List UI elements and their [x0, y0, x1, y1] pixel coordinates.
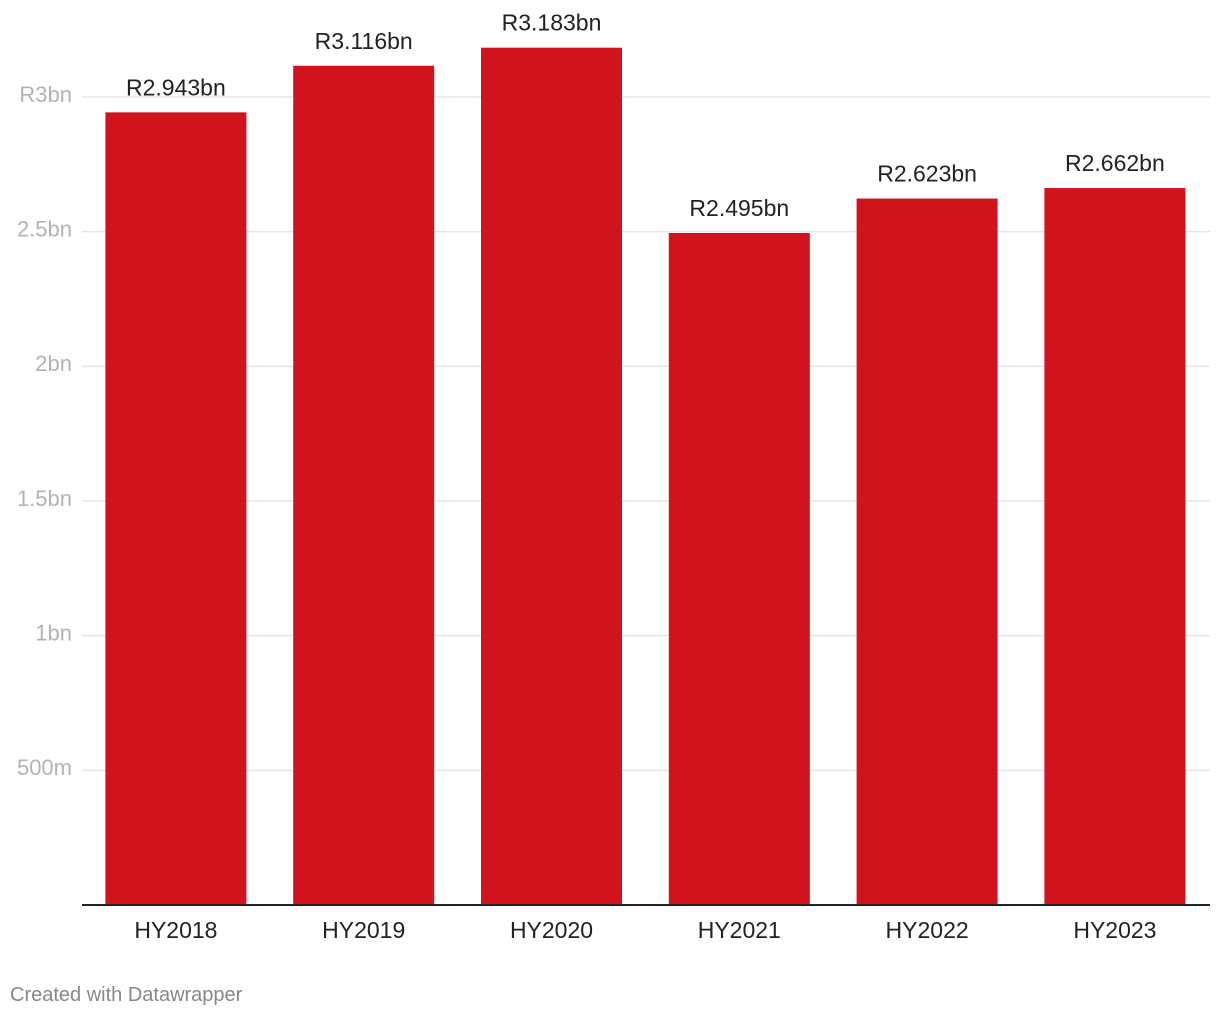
- bars: [105, 47, 1186, 906]
- data-label: R3.183bn: [502, 10, 602, 36]
- y-tick-label: R3bn: [19, 82, 72, 107]
- data-label: R2.662bn: [1065, 150, 1165, 176]
- x-tick-label: HY2023: [1073, 917, 1156, 943]
- x-tick-label: HY2021: [698, 917, 781, 943]
- x-tick-label: HY2018: [134, 917, 217, 943]
- y-tick-label: 1.5bn: [17, 486, 72, 511]
- y-tick-label: 1bn: [35, 620, 72, 645]
- gridlines: [82, 96, 1210, 772]
- y-tick-label: 500m: [17, 755, 72, 780]
- data-label: R2.623bn: [877, 161, 977, 187]
- bar: [668, 233, 810, 906]
- bar: [105, 112, 247, 906]
- labels: 500m 1bn 1.5bn 2bn 2.5bn R3bn R2.943bn HY2018 R3…: [17, 10, 1165, 943]
- data-label: R3.116bn: [315, 28, 413, 54]
- bar: [1044, 188, 1186, 905]
- x-tick-label: HY2020: [510, 917, 593, 943]
- x-tick-label: HY2022: [886, 917, 969, 943]
- data-label: R2.495bn: [689, 195, 789, 221]
- y-tick-label: 2.5bn: [17, 216, 72, 241]
- y-tick-label: 2bn: [35, 351, 72, 376]
- bar-chart: 500m 1bn 1.5bn 2bn 2.5bn R3bn R2.943bn HY2018 R3…: [17, 10, 1210, 943]
- bar: [293, 65, 435, 906]
- x-tick-label: HY2019: [322, 917, 405, 943]
- footer-credit: Created with Datawrapper: [10, 984, 243, 1006]
- bar: [856, 198, 998, 905]
- bar: [481, 47, 622, 906]
- data-label: R2.943bn: [126, 74, 226, 100]
